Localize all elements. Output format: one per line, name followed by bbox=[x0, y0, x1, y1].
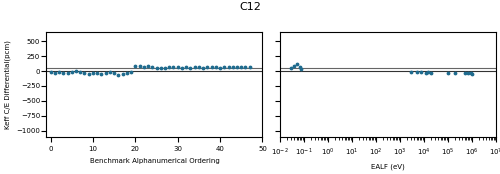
Point bbox=[93, 72, 101, 74]
Point bbox=[64, 72, 72, 75]
Point bbox=[233, 65, 241, 68]
Point bbox=[123, 72, 131, 75]
Point bbox=[418, 71, 426, 73]
Point bbox=[157, 67, 165, 69]
Point bbox=[422, 71, 430, 74]
Point bbox=[174, 65, 182, 68]
X-axis label: EALF (eV): EALF (eV) bbox=[371, 163, 404, 170]
Point bbox=[195, 66, 203, 69]
Y-axis label: Keff C/E Differential(pcm): Keff C/E Differential(pcm) bbox=[4, 40, 10, 129]
Point bbox=[80, 72, 88, 74]
Point bbox=[132, 65, 140, 68]
Text: C12: C12 bbox=[239, 2, 261, 12]
Point bbox=[84, 73, 92, 76]
Point bbox=[98, 73, 106, 76]
Point bbox=[290, 64, 298, 67]
Point bbox=[72, 70, 80, 73]
Point bbox=[464, 72, 472, 74]
Point bbox=[238, 66, 246, 69]
Point bbox=[89, 72, 97, 75]
Point bbox=[212, 66, 220, 69]
Point bbox=[292, 63, 300, 66]
Point bbox=[298, 68, 306, 70]
Point bbox=[110, 72, 118, 75]
Point bbox=[190, 66, 198, 69]
Point bbox=[224, 66, 232, 69]
Point bbox=[287, 67, 295, 69]
Point bbox=[186, 67, 194, 70]
Point bbox=[444, 72, 452, 74]
Point bbox=[76, 71, 84, 74]
Point bbox=[460, 72, 468, 74]
Point bbox=[242, 66, 250, 69]
Point bbox=[208, 65, 216, 68]
Point bbox=[144, 65, 152, 67]
Point bbox=[412, 71, 420, 74]
Point bbox=[51, 72, 59, 74]
Point bbox=[55, 70, 63, 73]
Point bbox=[468, 72, 476, 75]
Point bbox=[68, 71, 76, 73]
Point bbox=[118, 73, 126, 76]
Point bbox=[424, 71, 432, 74]
Point bbox=[114, 73, 122, 76]
Point bbox=[451, 72, 459, 74]
Point bbox=[60, 71, 68, 74]
Point bbox=[427, 71, 435, 74]
Point bbox=[170, 66, 177, 69]
Point bbox=[182, 66, 190, 69]
Point bbox=[229, 66, 237, 69]
Point bbox=[199, 66, 207, 69]
Point bbox=[46, 71, 54, 74]
Point bbox=[204, 66, 212, 69]
Point bbox=[140, 65, 148, 68]
Point bbox=[246, 65, 254, 68]
Point bbox=[216, 66, 224, 69]
Point bbox=[296, 65, 304, 68]
Point bbox=[127, 70, 135, 73]
Point bbox=[220, 66, 228, 69]
Point bbox=[148, 66, 156, 69]
Point bbox=[136, 64, 143, 67]
Point bbox=[466, 72, 474, 75]
Point bbox=[106, 71, 114, 74]
Point bbox=[102, 72, 110, 74]
Point bbox=[165, 66, 173, 69]
Point bbox=[178, 66, 186, 69]
X-axis label: Benchmark Alphanumerical Ordering: Benchmark Alphanumerical Ordering bbox=[90, 158, 220, 164]
Point bbox=[407, 71, 415, 73]
Point bbox=[152, 66, 160, 69]
Point bbox=[161, 67, 169, 70]
